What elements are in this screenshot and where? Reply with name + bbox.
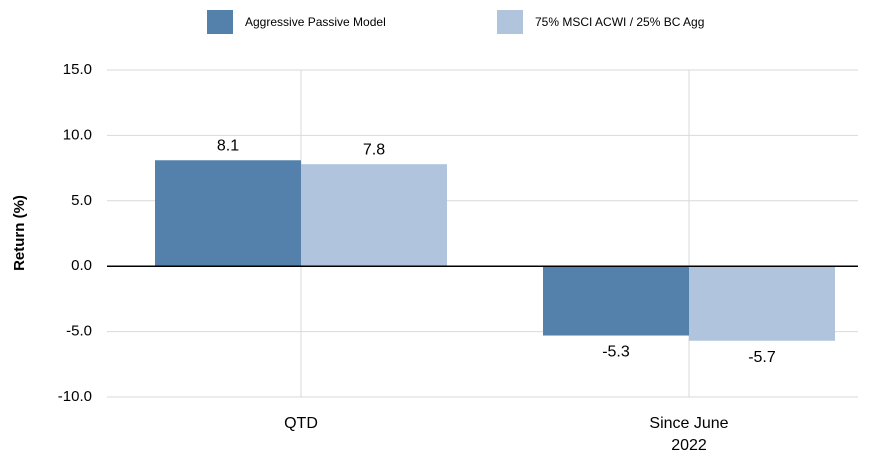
x-tick-label: QTD xyxy=(284,415,318,432)
legend-label: Aggressive Passive Model xyxy=(245,15,386,29)
legend-label: 75% MSCI ACWI / 25% BC Agg xyxy=(535,15,704,29)
y-tick-label: 0.0 xyxy=(71,257,92,274)
data-label: 7.8 xyxy=(363,141,385,158)
bar xyxy=(155,160,301,267)
y-axis-label: Return (%) xyxy=(11,195,28,271)
data-label: -5.3 xyxy=(602,344,630,361)
y-tick-label: -5.0 xyxy=(66,323,92,340)
bar xyxy=(543,266,689,336)
bar xyxy=(301,164,447,267)
bar xyxy=(689,266,835,341)
y-tick-label: -10.0 xyxy=(58,388,92,405)
y-tick-label: 5.0 xyxy=(71,192,92,209)
legend-swatch xyxy=(207,10,233,34)
x-tick-label: Since June 2022 xyxy=(649,415,729,454)
data-label: 8.1 xyxy=(217,137,239,154)
y-tick-label: 10.0 xyxy=(63,126,92,143)
y-tick-label: 15.0 xyxy=(63,61,92,78)
data-label: -5.7 xyxy=(748,349,776,366)
legend-swatch xyxy=(497,10,523,34)
